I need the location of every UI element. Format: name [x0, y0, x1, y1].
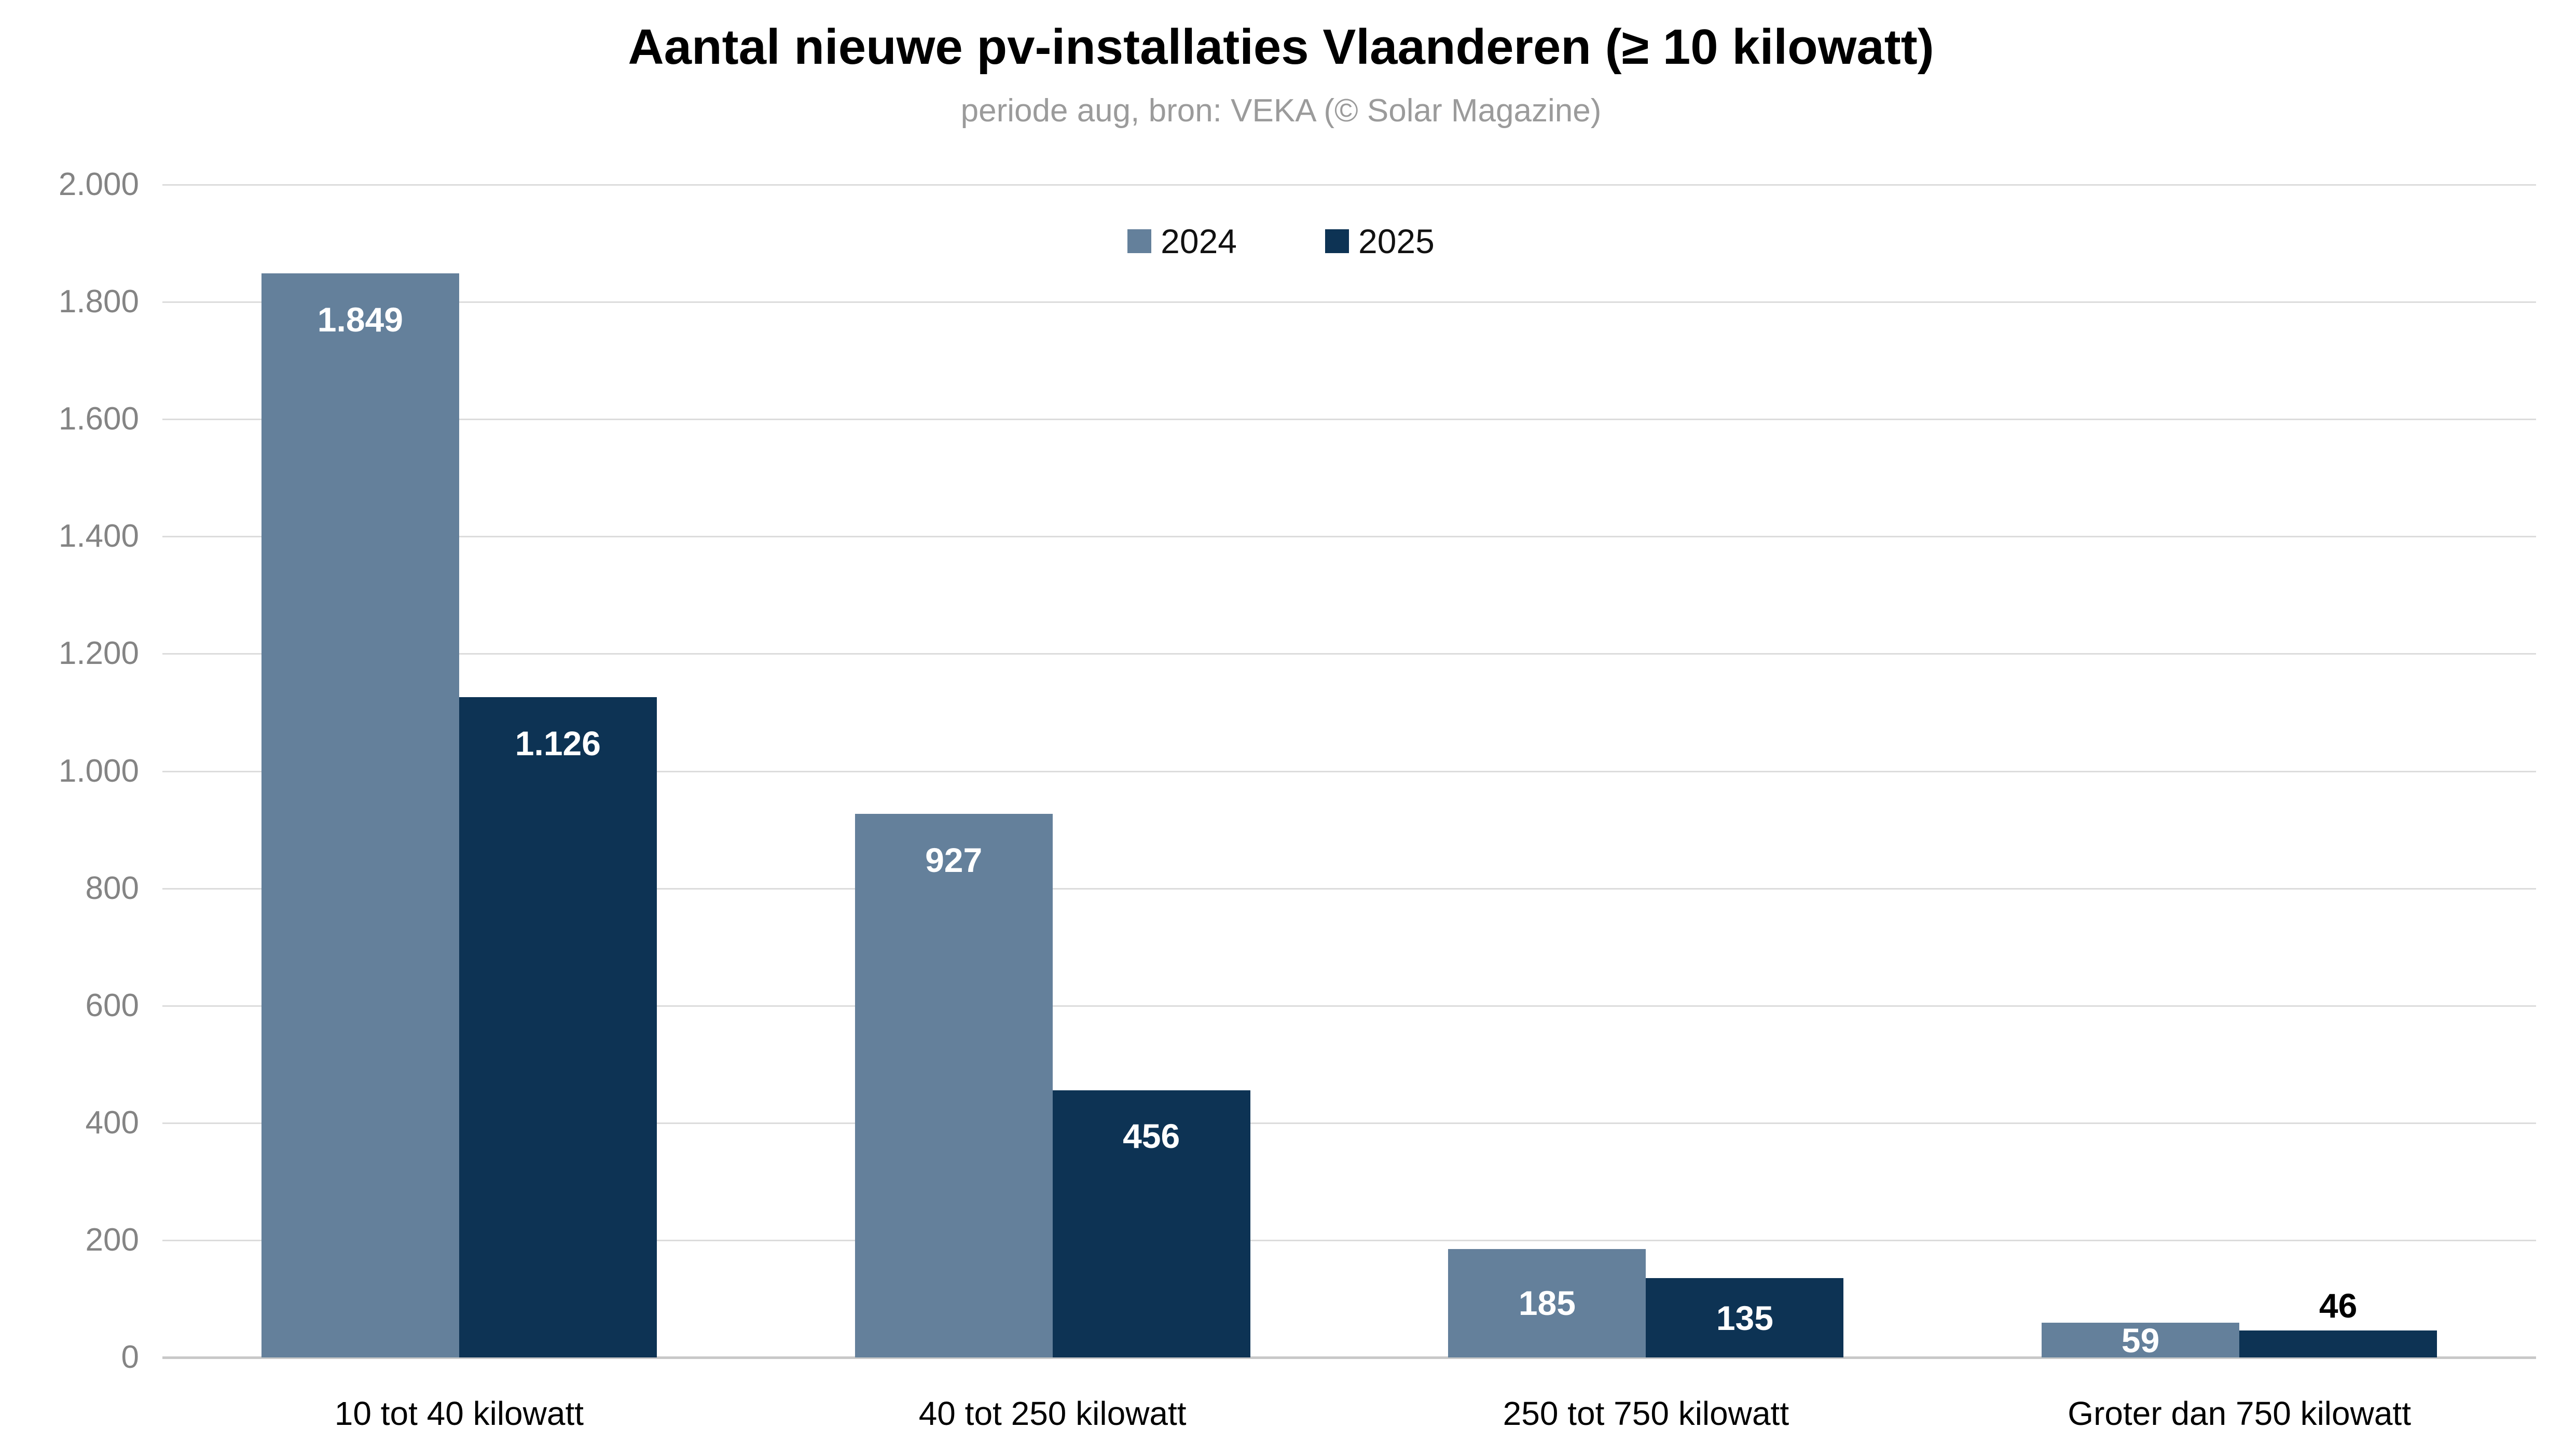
bar-2025-40-tot-250-kilowatt: [1052, 1090, 1250, 1357]
bar-value-label-2024-40-tot-250-kilowatt: 927: [925, 841, 983, 880]
x-axis-baseline: [162, 1356, 2536, 1359]
gridline-400: [162, 1122, 2536, 1124]
bar-2025-10-tot-40-kilowatt: [459, 697, 657, 1357]
plot-area: 1.849 1.126 927 456 185 135 59 46: [162, 184, 2536, 1360]
y-axis-tick-label-800: 800: [85, 870, 139, 906]
gridline-2-000: [162, 184, 2536, 186]
bar-value-label-2024-250-tot-750-kilowatt: 185: [1518, 1284, 1576, 1323]
y-axis-tick-label-400: 400: [85, 1104, 139, 1141]
bar-2024-10-tot-40-kilowatt: [261, 273, 459, 1357]
legend-label-2024: 2024: [1161, 222, 1237, 260]
chart-title: Aantal nieuwe pv-installaties Vlaanderen…: [628, 19, 1934, 75]
legend-item-2025: 2025: [1325, 224, 1435, 258]
legend-swatch-2024: [1127, 229, 1152, 253]
y-axis-tick-label-600: 600: [85, 987, 139, 1023]
gridline-200: [162, 1239, 2536, 1241]
y-axis-tick-label-2-000: 2.000: [58, 167, 139, 202]
legend-swatch-2025: [1325, 229, 1349, 253]
chart-subtitle: periode aug, bron: VEKA (© Solar Magazin…: [960, 93, 1602, 129]
y-axis-tick-label-1-400: 1.400: [58, 518, 139, 554]
legend: 2024 2025: [0, 224, 2562, 258]
x-axis-label-10-tot-40-kilowatt: 10 tot 40 kilowatt: [334, 1395, 584, 1432]
bar-value-label-2024-10-tot-40-kilowatt: 1.849: [317, 300, 403, 339]
bar-2025-250-tot-750-kilowatt: [1646, 1278, 1844, 1357]
y-axis-tick-label-1-800: 1.800: [58, 284, 139, 320]
y-axis-tick-label-200: 200: [85, 1222, 139, 1258]
gridline-1-800: [162, 301, 2536, 303]
x-axis: 10 tot 40 kilowatt 40 tot 250 kilowatt 250…: [162, 1395, 2536, 1447]
bar-2024-250-tot-750-kilowatt: [1448, 1249, 1646, 1357]
gridline-800: [162, 888, 2536, 890]
bar-value-label-2025-40-tot-250-kilowatt: 456: [1123, 1117, 1180, 1156]
bar-value-label-2025-groter-dan-750-kilowatt: 46: [2319, 1286, 2358, 1325]
bar-value-label-2025-10-tot-40-kilowatt: 1.126: [515, 724, 601, 763]
gridline-1-600: [162, 419, 2536, 421]
gridline-600: [162, 1005, 2536, 1007]
legend-label-2025: 2025: [1358, 222, 1435, 260]
x-axis-label-groter-dan-750-kilowatt: Groter dan 750 kilowatt: [2068, 1395, 2411, 1432]
bar-2025-groter-dan-750-kilowatt: [2239, 1330, 2437, 1357]
x-axis-label-250-tot-750-kilowatt: 250 tot 750 kilowatt: [1503, 1395, 1789, 1432]
y-axis: 0 200 400 600 800 1.000 1.200 1.400 1.600 1.800 2.…: [0, 169, 139, 1374]
bar-value-label-2025-250-tot-750-kilowatt: 135: [1716, 1298, 1773, 1337]
legend-item-2024: 2024: [1127, 224, 1237, 258]
x-axis-label-40-tot-250-kilowatt: 40 tot 250 kilowatt: [918, 1395, 1187, 1432]
y-axis-tick-label-0: 0: [121, 1339, 139, 1375]
bar-2024-40-tot-250-kilowatt: [855, 814, 1053, 1357]
gridline-1-200: [162, 653, 2536, 655]
y-axis-tick-label-1-200: 1.200: [58, 635, 139, 672]
gridline-1-400: [162, 536, 2536, 538]
gridline-1-000: [162, 770, 2536, 772]
y-axis-tick-label-1-600: 1.600: [58, 401, 139, 437]
bar-value-label-2024-groter-dan-750-kilowatt: 59: [2121, 1321, 2160, 1360]
y-axis-tick-label-1-000: 1.000: [58, 753, 139, 789]
bar-2024-groter-dan-750-kilowatt: [2042, 1323, 2240, 1357]
